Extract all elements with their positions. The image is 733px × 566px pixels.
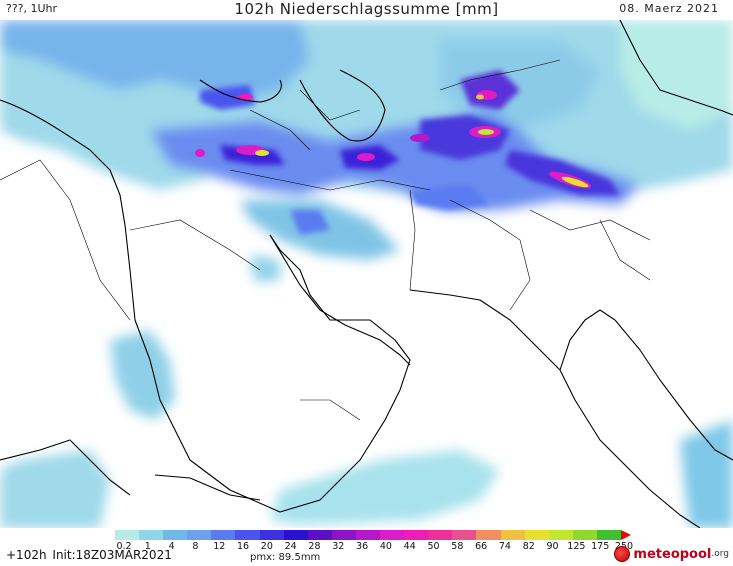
map-title: 102h Niederschlagssumme [mm] — [234, 0, 499, 18]
legend-tick: 12 — [213, 541, 226, 552]
legend-swatch — [235, 530, 260, 540]
legend-swatch — [259, 530, 284, 540]
init-time: Init:18Z03MAR2021 — [52, 548, 172, 562]
legend-swatch — [187, 530, 212, 540]
legend-tick: 20 — [260, 541, 273, 552]
lead-time: +102h — [6, 548, 47, 562]
legend-swatch — [283, 530, 308, 540]
max-precip: pmx: 89.5mm — [250, 552, 321, 563]
legend-tick: 0.2 — [116, 541, 132, 552]
logo-text: meteo — [633, 546, 680, 562]
legend-tick: 44 — [403, 541, 416, 552]
legend-swatch — [139, 530, 164, 540]
logo-suffix: .org — [711, 549, 729, 559]
legend-tick: 36 — [356, 541, 369, 552]
logo-text-2: pool — [679, 546, 712, 562]
logo-icon — [614, 546, 631, 562]
legend-swatch — [380, 530, 405, 540]
legend-swatch — [404, 530, 429, 540]
legend-tick-labels: 0.2 1 4 8 12 16 20 24 28 32 36 40 44 50 58 66 74 82 90 125 1… — [110, 541, 633, 553]
legend-tick: 82 — [522, 541, 535, 552]
legend-swatch — [572, 530, 597, 540]
legend-swatch — [524, 530, 549, 540]
legend-swatch — [476, 530, 501, 540]
precipitation-legend-bar — [115, 530, 631, 542]
precipitation-map — [0, 20, 733, 528]
legend-arrow — [620, 530, 631, 540]
legend-tick: 175 — [591, 541, 610, 552]
legend-tick: 58 — [451, 541, 464, 552]
forecast-time-label: ???, 1Uhr — [6, 2, 58, 15]
legend-tick: 90 — [546, 541, 559, 552]
coastlines — [0, 20, 733, 528]
legend-tick: 8 — [192, 541, 199, 552]
legend-swatch — [163, 530, 188, 540]
country-borders — [0, 59, 651, 421]
precipitation-maxima — [195, 90, 591, 189]
legend-tick: 66 — [475, 541, 488, 552]
legend-swatch — [115, 530, 140, 540]
legend-tick: 1 — [144, 541, 151, 552]
legend-tick: 4 — [168, 541, 175, 552]
legend-tick: 74 — [498, 541, 511, 552]
legend-swatch — [331, 530, 356, 540]
legend-tick: 24 — [284, 541, 297, 552]
run-info: +102h Init:18Z03MAR2021 — [6, 548, 174, 562]
legend-tick: 125 — [567, 541, 586, 552]
legend-swatch — [548, 530, 573, 540]
meteopool-logo[interactable]: meteo pool .org — [614, 546, 729, 562]
legend-swatch — [596, 530, 621, 540]
legend-tick: 32 — [332, 541, 345, 552]
legend-tick: 50 — [427, 541, 440, 552]
valid-date: 08. Maerz 2021 — [619, 2, 719, 15]
legend-swatch — [428, 530, 453, 540]
legend-swatch — [500, 530, 525, 540]
legend-tick: 40 — [379, 541, 392, 552]
legend-tick: 16 — [237, 541, 250, 552]
legend-swatch — [211, 530, 236, 540]
legend-tick: 28 — [308, 541, 321, 552]
legend-swatch — [452, 530, 477, 540]
legend-swatch — [307, 530, 332, 540]
legend-swatch — [355, 530, 381, 540]
